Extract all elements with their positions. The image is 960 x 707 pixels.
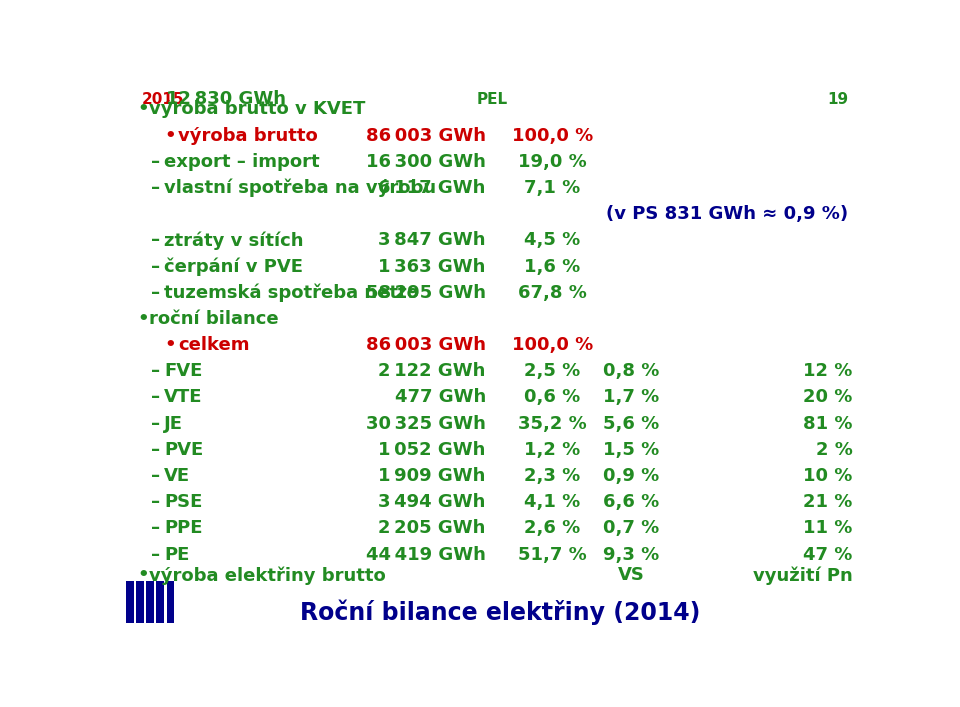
Text: –: – — [151, 388, 160, 407]
Text: •: • — [137, 566, 149, 584]
Text: 4,1 %: 4,1 % — [524, 493, 581, 511]
Text: –: – — [151, 153, 160, 171]
Text: roční bilance: roční bilance — [149, 310, 278, 328]
Text: 3 494 GWh: 3 494 GWh — [378, 493, 486, 511]
Text: 19,0 %: 19,0 % — [518, 153, 587, 171]
Text: VTE: VTE — [164, 388, 203, 407]
Text: 2015: 2015 — [142, 92, 184, 107]
Text: 58 295 GWh: 58 295 GWh — [366, 284, 486, 302]
Text: využití Pn: využití Pn — [753, 566, 852, 585]
Text: 0,7 %: 0,7 % — [604, 520, 660, 537]
Text: •: • — [164, 127, 176, 145]
Text: 1,2 %: 1,2 % — [524, 441, 581, 459]
Text: PPE: PPE — [164, 520, 203, 537]
Text: export – import: export – import — [164, 153, 320, 171]
Text: 12 %: 12 % — [803, 362, 852, 380]
Text: (v PS 831 GWh ≈ 0,9 %): (v PS 831 GWh ≈ 0,9 %) — [607, 205, 849, 223]
Text: 477 GWh: 477 GWh — [395, 388, 486, 407]
Text: 6 117 GWh: 6 117 GWh — [378, 179, 486, 197]
Text: 1,5 %: 1,5 % — [604, 441, 660, 459]
Text: výroba elektřiny brutto: výroba elektřiny brutto — [149, 566, 385, 585]
Text: 11 %: 11 % — [803, 520, 852, 537]
Text: •: • — [137, 100, 149, 119]
Text: Roční bilance elektřiny (2014): Roční bilance elektřiny (2014) — [300, 600, 700, 626]
Text: 2,6 %: 2,6 % — [524, 520, 581, 537]
FancyBboxPatch shape — [156, 580, 164, 623]
Text: 1,7 %: 1,7 % — [604, 388, 660, 407]
Text: PE: PE — [164, 546, 189, 563]
Text: 5,6 %: 5,6 % — [604, 414, 660, 433]
Text: celkem: celkem — [179, 336, 250, 354]
Text: –: – — [151, 441, 160, 459]
Text: 19: 19 — [828, 92, 849, 107]
Text: VS: VS — [618, 566, 645, 584]
Text: 7,1 %: 7,1 % — [524, 179, 581, 197]
Text: 2,3 %: 2,3 % — [524, 467, 581, 485]
Text: 21 %: 21 % — [803, 493, 852, 511]
Text: PVE: PVE — [164, 441, 204, 459]
Text: 67,8 %: 67,8 % — [518, 284, 587, 302]
Text: 1 363 GWh: 1 363 GWh — [378, 257, 486, 276]
Text: 9,3 %: 9,3 % — [604, 546, 660, 563]
Text: •: • — [137, 310, 149, 328]
Text: 2,5 %: 2,5 % — [524, 362, 581, 380]
Text: 30 325 GWh: 30 325 GWh — [366, 414, 486, 433]
Text: –: – — [151, 493, 160, 511]
Text: –: – — [151, 257, 160, 276]
Text: PEL: PEL — [476, 92, 508, 107]
Text: čerpání v PVE: čerpání v PVE — [164, 257, 303, 276]
Text: 12 830 GWh: 12 830 GWh — [166, 90, 286, 108]
FancyBboxPatch shape — [136, 580, 144, 623]
Text: tuzemská spotřeba netto: tuzemská spotřeba netto — [164, 284, 420, 302]
Text: 35,2 %: 35,2 % — [518, 414, 587, 433]
FancyBboxPatch shape — [146, 580, 155, 623]
Text: vlastní spotřeba na výrobu: vlastní spotřeba na výrobu — [164, 179, 436, 197]
Text: 86 003 GWh: 86 003 GWh — [366, 336, 486, 354]
Text: ztráty v sítích: ztráty v sítích — [164, 231, 303, 250]
Text: 86 003 GWh: 86 003 GWh — [366, 127, 486, 145]
Text: 0,9 %: 0,9 % — [604, 467, 660, 485]
Text: 2 122 GWh: 2 122 GWh — [378, 362, 486, 380]
Text: výroba brutto: výroba brutto — [179, 127, 318, 145]
Text: 20 %: 20 % — [803, 388, 852, 407]
Text: JE: JE — [164, 414, 183, 433]
Text: 3 847 GWh: 3 847 GWh — [378, 231, 486, 250]
FancyBboxPatch shape — [166, 580, 175, 623]
Text: PSE: PSE — [164, 493, 203, 511]
Text: •: • — [164, 336, 176, 354]
Text: 51,7 %: 51,7 % — [518, 546, 587, 563]
Text: –: – — [151, 284, 160, 302]
Text: –: – — [151, 414, 160, 433]
Text: 2 205 GWh: 2 205 GWh — [378, 520, 486, 537]
Text: –: – — [151, 546, 160, 563]
Text: 4,5 %: 4,5 % — [524, 231, 581, 250]
Text: 0,6 %: 0,6 % — [524, 388, 581, 407]
Text: 100,0 %: 100,0 % — [512, 127, 593, 145]
Text: 16 300 GWh: 16 300 GWh — [366, 153, 486, 171]
Text: 1 052 GWh: 1 052 GWh — [378, 441, 486, 459]
Text: –: – — [151, 362, 160, 380]
FancyBboxPatch shape — [126, 580, 134, 623]
Text: –: – — [151, 231, 160, 250]
Text: FVE: FVE — [164, 362, 203, 380]
Text: –: – — [151, 467, 160, 485]
Text: 2 %: 2 % — [815, 441, 852, 459]
Text: 10 %: 10 % — [803, 467, 852, 485]
Text: 47 %: 47 % — [803, 546, 852, 563]
Text: –: – — [151, 179, 160, 197]
Text: VE: VE — [164, 467, 190, 485]
Text: 1,6 %: 1,6 % — [524, 257, 581, 276]
Text: –: – — [151, 520, 160, 537]
Text: 6,6 %: 6,6 % — [604, 493, 660, 511]
Text: 100,0 %: 100,0 % — [512, 336, 593, 354]
Text: 0,8 %: 0,8 % — [603, 362, 660, 380]
Text: výroba brutto v KVET: výroba brutto v KVET — [149, 100, 365, 119]
Text: 44 419 GWh: 44 419 GWh — [366, 546, 486, 563]
Text: 81 %: 81 % — [803, 414, 852, 433]
Text: 1 909 GWh: 1 909 GWh — [378, 467, 486, 485]
